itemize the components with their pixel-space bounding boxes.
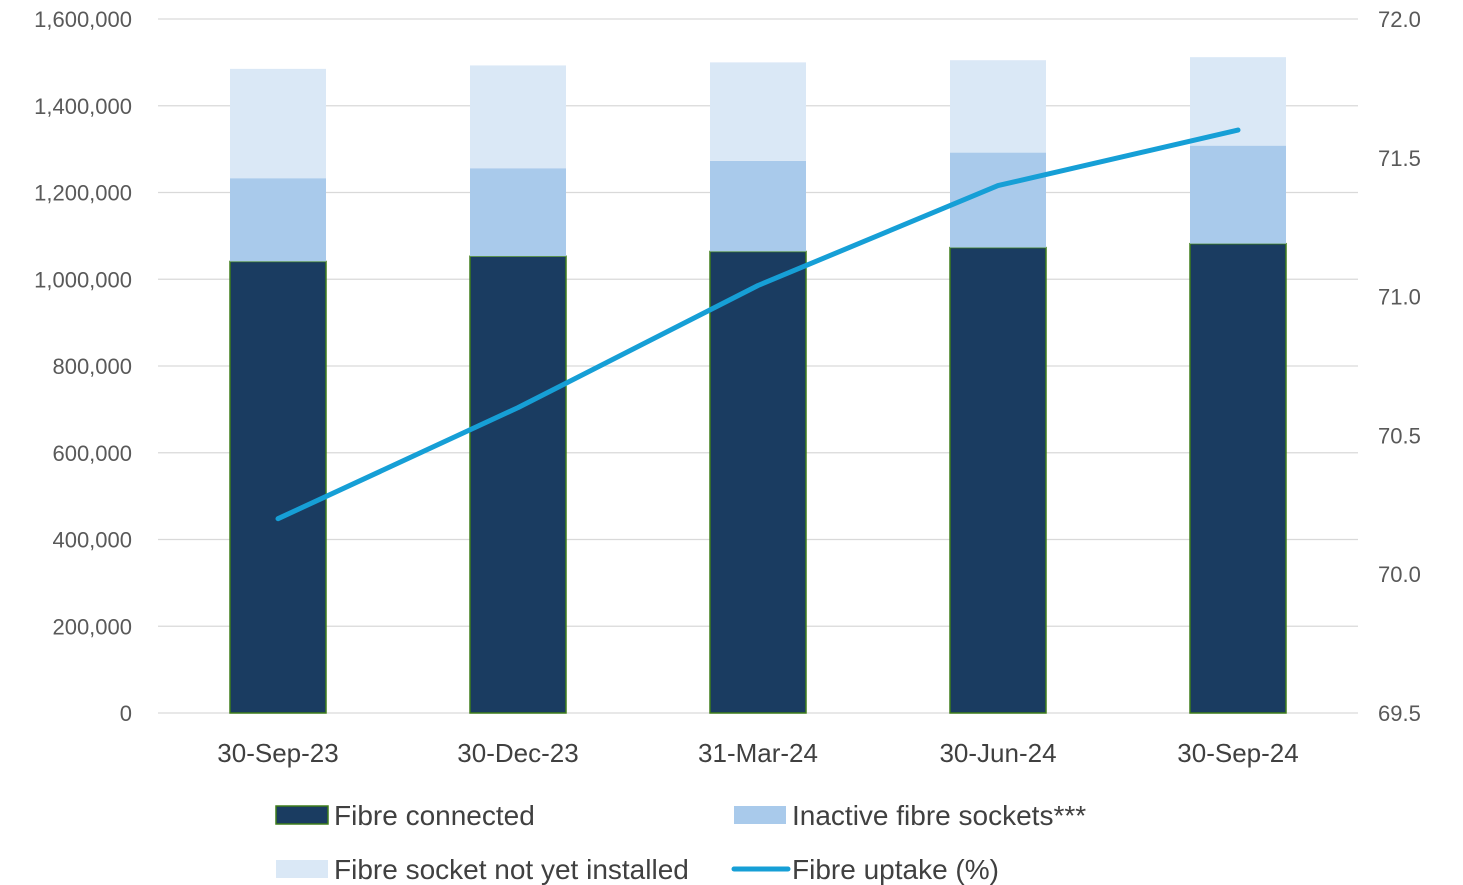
legend: Fibre connected Inactive fibre sockets***…: [275, 800, 1086, 885]
legend-label: Fibre uptake (%): [792, 854, 999, 885]
bar-segment-2: [710, 160, 806, 252]
right-axis-ticks: 69.5 70.0 70.5 71.0 71.5 72.0: [1378, 7, 1421, 726]
bar-segment-3: [230, 68, 326, 179]
x-category-label: 30-Jun-24: [939, 738, 1056, 768]
y2-tick-label: 71.5: [1378, 146, 1421, 171]
y-tick-label: 1,400,000: [34, 94, 132, 119]
bar-segment-1: [949, 246, 1047, 714]
bar-segment-3: [470, 65, 566, 169]
bar-segment-3: [950, 60, 1046, 153]
y-tick-label: 0: [120, 701, 132, 726]
y-tick-label: 400,000: [52, 528, 132, 553]
stacked-bars: [229, 57, 1287, 714]
legend-label: Fibre connected: [334, 800, 535, 831]
y-tick-label: 1,000,000: [34, 267, 132, 292]
y2-tick-label: 70.5: [1378, 423, 1421, 448]
y2-tick-label: 69.5: [1378, 701, 1421, 726]
bar-segment-3: [710, 62, 806, 161]
x-category-label: 30-Dec-23: [457, 738, 578, 768]
category-labels: 30-Sep-23 30-Dec-23 31-Mar-24 30-Jun-24 30-S…: [217, 738, 1298, 768]
legend-swatch: [276, 860, 328, 878]
x-category-label: 30-Sep-24: [1177, 738, 1298, 768]
y-tick-label: 600,000: [52, 441, 132, 466]
bar-segment-2: [470, 168, 566, 257]
bar-segment-1: [1189, 242, 1287, 714]
legend-label: Fibre socket not yet installed: [334, 854, 689, 885]
left-axis-ticks: 0 200,000 400,000 600,000 800,000 1,000,000 1,…: [34, 7, 132, 726]
y-tick-label: 200,000: [52, 614, 132, 639]
y2-tick-label: 71.0: [1378, 285, 1421, 310]
bar-segment-1: [709, 250, 807, 714]
bar-segment-2: [230, 178, 326, 262]
bar-segment-1: [229, 260, 327, 714]
y-tick-label: 1,600,000: [34, 7, 132, 32]
bar-segment-1: [469, 255, 567, 714]
y2-tick-label: 72.0: [1378, 7, 1421, 32]
uptake-line: [275, 127, 1241, 522]
y2-tick-label: 70.0: [1378, 562, 1421, 587]
x-category-label: 30-Sep-23: [217, 738, 338, 768]
y-tick-label: 800,000: [52, 354, 132, 379]
x-category-label: 31-Mar-24: [698, 738, 818, 768]
legend-swatch: [734, 806, 786, 824]
legend-swatch: [275, 805, 329, 825]
bar-segment-2: [1190, 145, 1286, 244]
y-tick-label: 1,200,000: [34, 181, 132, 206]
legend-label: Inactive fibre sockets***: [792, 800, 1086, 831]
